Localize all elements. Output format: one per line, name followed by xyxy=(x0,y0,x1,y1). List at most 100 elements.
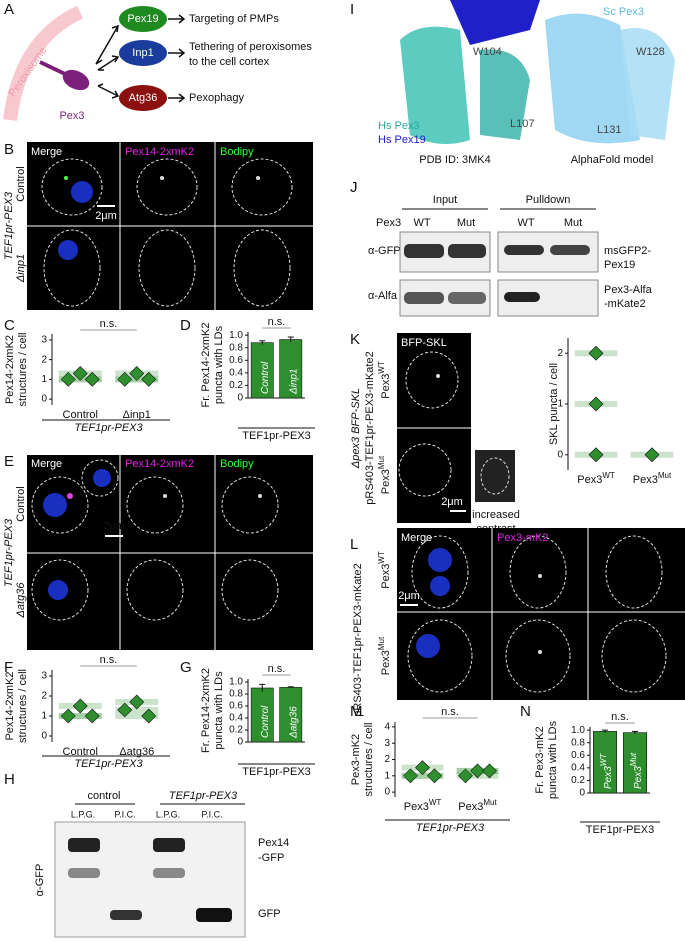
channel-label: Merge xyxy=(401,532,432,544)
role: Pexophagy xyxy=(189,92,245,104)
nucleus xyxy=(43,493,67,517)
puncta xyxy=(64,176,68,180)
y-tick-label: 0 xyxy=(579,788,585,799)
peroxisome-membrane xyxy=(3,5,84,121)
puncta xyxy=(538,650,542,654)
y-axis-label: Pex3-mK2 xyxy=(350,734,362,785)
strain-label: pRS403-TEF1pr-PEX3-mKate2 xyxy=(364,351,376,504)
strain-label: TEF1pr-PEX3 xyxy=(3,518,15,587)
channel-label: Pex3-mK2 xyxy=(497,532,548,544)
inset xyxy=(475,450,515,502)
nucleus xyxy=(430,576,450,596)
y-axis-label: Fr. Pex3-mK2 xyxy=(534,726,546,793)
replicate-mean xyxy=(644,447,660,463)
puncta xyxy=(160,176,164,180)
nucleus xyxy=(428,548,452,572)
caption: AlphaFold model xyxy=(571,154,654,166)
y-tick-label: 0 xyxy=(557,449,563,460)
panel-j: Input Pulldown Pex3 WT Mut WT Mut α-GFP … xyxy=(368,194,653,317)
lane-label: P.I.C. xyxy=(201,809,222,819)
replicate-mean xyxy=(84,371,100,387)
cell-outline xyxy=(221,559,279,621)
group-label: Pulldown xyxy=(526,194,571,206)
replicate-mean xyxy=(117,702,133,718)
band xyxy=(550,245,590,255)
band xyxy=(504,292,540,302)
channel-label: Merge xyxy=(31,458,62,470)
lane-label: Mut xyxy=(564,217,582,229)
significance-label: n.s. xyxy=(268,663,286,675)
panel-l: Merge Pex3-mK2 2μm pRS403-TEF1pr-PEX3-mK… xyxy=(352,528,685,717)
channel-label: Bodipy xyxy=(220,458,254,470)
role: to the cell cortex xyxy=(189,56,270,68)
replicate-mean xyxy=(60,371,76,387)
y-tick-label: 1.0 xyxy=(571,725,585,736)
cell-outline xyxy=(126,476,184,534)
x-tick-label: Pex3Mut xyxy=(633,471,672,486)
residue-label: L107 xyxy=(510,118,534,130)
replicate-mean xyxy=(588,345,604,361)
y-tick-label: 1 xyxy=(41,374,47,385)
scale-label: 2μm xyxy=(441,496,463,508)
cell-outline xyxy=(233,229,291,307)
replicate-mean xyxy=(403,768,418,784)
replicate-mean xyxy=(141,371,157,387)
puncta xyxy=(163,494,167,498)
panel-letters: A B C D E F G H I J K L M N xyxy=(4,1,531,788)
y-tick-label: 0 xyxy=(237,737,243,748)
replicate-mean xyxy=(482,763,497,779)
panel-e: Merge Pex14-2xmK2 Bodipy 2μm TEF1pr-PEX3… xyxy=(3,455,313,650)
replicate-mean xyxy=(84,708,100,724)
scale-label: 2μm xyxy=(103,520,125,532)
structure-ribbon xyxy=(545,13,640,144)
lane-label: WT xyxy=(517,217,534,229)
structure-ribbon xyxy=(620,28,675,140)
structure-ribbon xyxy=(400,26,470,145)
scale-label: 2μm xyxy=(398,590,420,602)
light-band xyxy=(58,376,102,383)
category-label: Pex3Mut xyxy=(629,752,644,789)
y-tick-label: 1 xyxy=(41,711,47,722)
panel-k: BFP-SKL 2μm increased contrast Δpex3 BFP… xyxy=(350,333,520,535)
light-band xyxy=(58,713,102,719)
significance-label: n.s. xyxy=(100,654,118,666)
category-label: Control xyxy=(260,361,271,394)
y-tick-label: 0 xyxy=(384,787,390,798)
panel-i: Hs Pex3 Hs Pex19 W104 L107 Sc Pex3 W128 … xyxy=(378,0,675,166)
y-axis-label: Fr. Pex14-2xmK2 xyxy=(200,668,212,753)
y-tick-label: 0.4 xyxy=(571,762,585,773)
nucleus xyxy=(93,469,111,487)
category-label: Δatg36 xyxy=(288,706,299,739)
role: Targeting of PMPs xyxy=(189,13,279,25)
light-band xyxy=(115,376,159,383)
lane-label: L.P.G. xyxy=(71,809,95,819)
partner-label: Inp1 xyxy=(132,47,153,59)
protein-label: Pex3 xyxy=(59,110,84,122)
y-tick-label: 0.2 xyxy=(571,775,585,786)
role: Tethering of peroxisomes xyxy=(189,41,312,53)
strain-label: Δpex3 BFP-SKL xyxy=(350,388,362,469)
x-tick-label: Pex3WT xyxy=(404,798,442,813)
y-tick-label: 0.8 xyxy=(229,689,243,700)
inp1-shape xyxy=(119,40,167,66)
y-axis-label: Pex14-2xmK2 xyxy=(4,671,16,740)
cell-outline xyxy=(138,229,196,307)
row-label: Δinp1 xyxy=(15,254,27,283)
cell-outline xyxy=(405,351,459,409)
structure-label: Hs Pex19 xyxy=(378,134,426,146)
y-tick-label: 0.6 xyxy=(229,701,243,712)
antibody-label: α-Alfa xyxy=(368,290,398,302)
group-label: TEF1pr-PEX3 xyxy=(169,790,238,802)
channel-label: Merge xyxy=(31,146,62,158)
cell-outline xyxy=(605,535,663,609)
replicate-mean xyxy=(588,447,604,463)
structure-ribbon xyxy=(480,49,530,140)
x-tick-label: Δinp1 xyxy=(123,409,151,421)
row-label: Pex3Mut xyxy=(377,455,392,494)
band xyxy=(504,245,544,255)
antibody-label: α-GFP xyxy=(368,245,401,257)
panel-b: Merge Pex14-2xmK2 Bodipy 2μm TEF1pr-PEX3… xyxy=(3,142,313,310)
category-label: Control xyxy=(260,705,271,738)
